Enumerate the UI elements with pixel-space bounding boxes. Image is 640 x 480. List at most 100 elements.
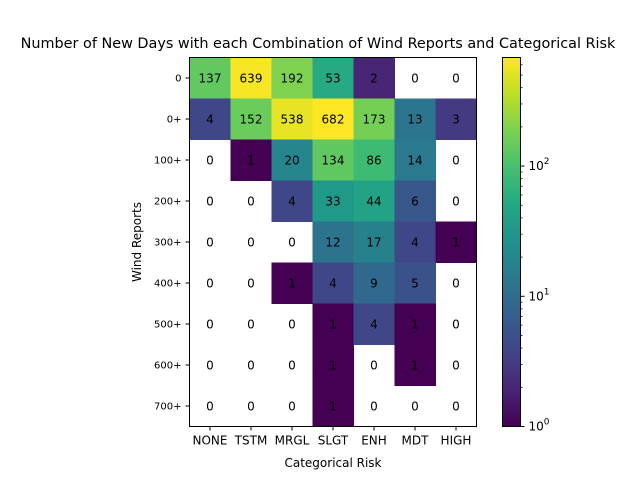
heatmap-cell [312,262,354,304]
heatmap-cell [230,57,272,99]
cell-value-label: 0 [206,195,214,209]
heatmap-cell [353,139,395,181]
x-axis-ticks: NONE TSTM MRGL SLGT ENH MDT HIGH [193,426,472,448]
heatmap-cell [353,57,395,99]
heatmap-cell [271,180,313,222]
y-tick-label: 100+ [154,156,181,167]
heatmap-cell [353,98,395,140]
heatmap-cell [394,139,436,181]
cell-value-label: 0 [206,277,214,291]
cell-value-label: 1 [288,277,296,291]
cell-value-label: 134 [322,154,345,168]
y-tick-label: 0+ [167,115,182,126]
cell-value-label: 13 [407,113,422,127]
colorbar-ticks: 100 101 102 [520,64,550,434]
cell-value-label: 0 [288,236,296,250]
heatmap-cell [435,98,477,140]
cell-value-label: 682 [322,113,345,127]
cell-value-label: 33 [325,195,340,209]
cell-value-label: 1 [411,318,419,332]
heatmap-cell [312,57,354,99]
cell-value-label: 0 [247,236,255,250]
cell-value-label: 2 [370,72,378,86]
cell-value-label: 3 [452,113,460,127]
colorbar-tick-label: 102 [529,157,550,173]
heatmap-cell [435,221,477,263]
cell-value-label: 137 [199,72,222,86]
cell-value-label: 0 [206,236,214,250]
cell-value-label: 0 [288,318,296,332]
heatmap-cell [312,180,354,222]
cell-value-label: 538 [281,113,304,127]
cell-value-label: 0 [452,318,460,332]
y-tick-label: 300+ [154,238,181,249]
heatmap-cell [271,98,313,140]
colorbar: 100 101 102 [502,57,550,434]
heatmap-cell [312,344,354,386]
cell-value-label: 53 [325,72,340,86]
cell-value-label: 639 [240,72,263,86]
heatmap-cell [394,98,436,140]
y-tick-label: 600+ [154,361,181,372]
cell-value-label: 0 [452,277,460,291]
y-tick-label: 700+ [154,402,181,413]
x-tick-label: HIGH [441,434,472,448]
cell-value-label: 17 [366,236,381,250]
cell-value-label: 6 [411,195,419,209]
cell-value-label: 0 [452,72,460,86]
heatmap-cell [230,98,272,140]
y-axis-ticks: 0 0+ 100+ 200+ 300+ 400+ 500+ 600+ 700+ [154,74,190,413]
colorbar-frame [502,57,521,427]
cell-value-labels: 137 639 192 53 2 0 04 152 538 682 173 13 30 1 20 134 86 1… [199,72,460,414]
cell-value-label: 0 [247,359,255,373]
cell-value-label: 1 [247,154,255,168]
x-tick-label: ENH [361,434,387,448]
heatmap-cell [312,221,354,263]
cell-value-label: 0 [452,359,460,373]
heatmap-cell [312,385,354,427]
cell-value-label: 4 [288,195,296,209]
heatmap-cell [230,139,272,181]
cell-value-label: 0 [411,72,419,86]
heatmap-cell [189,57,231,99]
x-tick-label: MDT [402,434,430,448]
cell-value-label: 4 [370,318,378,332]
heatmap-cell [189,98,231,140]
colorbar-tick-label: 100 [529,418,550,434]
heatmap-cell [271,262,313,304]
cell-value-label: 0 [206,400,214,414]
heatmap-cell [271,139,313,181]
cell-value-label: 1 [452,236,460,250]
x-tick-label: SLGT [318,434,349,448]
heatmap-cell [353,221,395,263]
cell-value-label: 0 [452,154,460,168]
cell-value-label: 14 [407,154,422,168]
cell-value-label: 0 [288,400,296,414]
cell-value-label: 0 [370,359,378,373]
cell-value-label: 0 [247,400,255,414]
cell-value-label: 152 [240,113,263,127]
y-tick-label: 200+ [154,197,181,208]
heatmap-cell [394,221,436,263]
heatmap-cell [353,262,395,304]
cell-value-label: 20 [284,154,299,168]
heatmap-cell [353,303,395,345]
heatmap-cell [394,344,436,386]
x-tick-label: NONE [193,434,228,448]
y-axis-label: Wind Reports [130,202,144,282]
cell-value-label: 0 [452,195,460,209]
x-tick-label: TSTM [234,434,268,448]
cell-value-label: 0 [206,318,214,332]
cell-value-label: 0 [370,400,378,414]
heatmap-cell [394,262,436,304]
heatmap-cell [394,180,436,222]
cell-value-label: 4 [329,277,337,291]
x-axis-label: Categorical Risk [284,456,381,470]
heatmap-cell [394,303,436,345]
colorbar-gradient [502,57,520,427]
cell-value-label: 5 [411,277,419,291]
x-tick-label: MRGL [275,434,310,448]
colorbar-tick-label: 101 [529,287,550,303]
heatmap-cell [312,98,354,140]
